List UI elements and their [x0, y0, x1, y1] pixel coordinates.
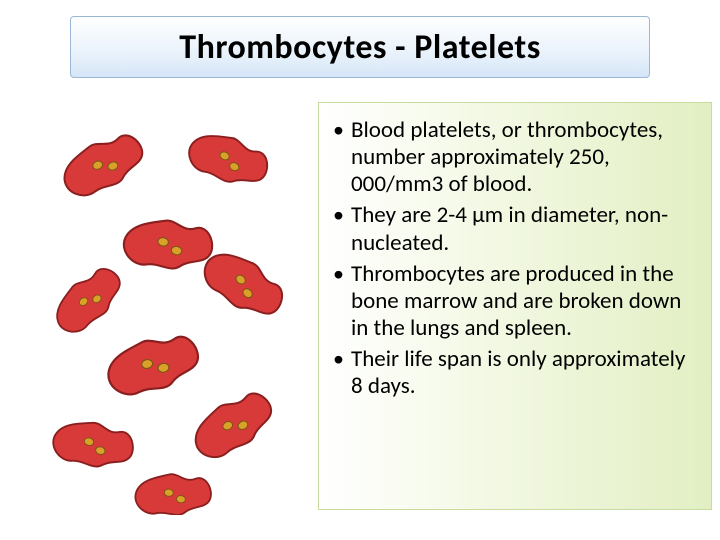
slide-title: Thrombocytes - Platelets	[179, 27, 541, 68]
list-item: They are 2-4 μm in diameter, non-nucleat…	[329, 202, 695, 256]
platelet-icon	[121, 214, 216, 276]
bullets-box: Blood platelets, or thrombocytes, number…	[318, 102, 712, 510]
list-item: Blood platelets, or thrombocytes, number…	[329, 117, 695, 198]
list-item: Their life span is only approximately 8 …	[329, 346, 695, 400]
platelet-icon	[49, 414, 137, 476]
platelet-illustration	[34, 115, 314, 515]
platelet-icon	[134, 471, 212, 515]
list-item: Thrombocytes are produced in the bone ma…	[329, 261, 695, 342]
platelet-icon	[183, 123, 273, 196]
platelet-icon	[103, 332, 202, 397]
platelet-svg	[34, 115, 314, 515]
bullet-list: Blood platelets, or thrombocytes, number…	[329, 117, 695, 400]
platelet-icon	[186, 387, 281, 464]
title-box: Thrombocytes - Platelets	[70, 16, 650, 78]
platelet-icon	[46, 262, 131, 339]
platelet-icon	[56, 130, 150, 201]
